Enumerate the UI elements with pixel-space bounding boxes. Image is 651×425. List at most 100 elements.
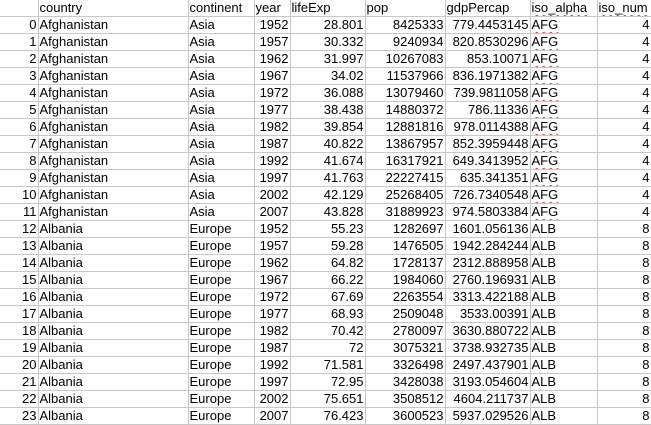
cell-continent[interactable]: Europe (188, 356, 255, 374)
cell-index[interactable]: 3 (0, 67, 39, 85)
cell-iso-alpha[interactable]: ALB (530, 254, 598, 272)
cell-pop[interactable]: 8425333 (365, 16, 446, 34)
cell-country[interactable]: Afghanistan (38, 16, 189, 34)
cell-iso-alpha[interactable]: AFG (530, 135, 598, 153)
cell-year[interactable]: 1962 (254, 50, 291, 68)
cell-gdppercap[interactable]: 3533.00391 (445, 305, 531, 323)
cell-country[interactable]: Afghanistan (38, 33, 189, 51)
cell-pop[interactable]: 1282697 (365, 220, 446, 238)
cell-continent[interactable]: Asia (188, 84, 255, 102)
cell-index[interactable]: 4 (0, 84, 39, 102)
cell-gdppercap[interactable]: 974.5803384 (445, 203, 531, 221)
cell-gdppercap[interactable]: 649.3413952 (445, 152, 531, 170)
header-cell-country[interactable]: country (38, 0, 189, 17)
cell-lifeexp[interactable]: 59.28 (290, 237, 366, 255)
cell-iso-alpha[interactable]: ALB (530, 288, 598, 306)
cell-index[interactable]: 19 (0, 339, 39, 357)
cell-pop[interactable]: 1984060 (365, 271, 446, 289)
cell-index[interactable]: 18 (0, 322, 39, 340)
header-cell-continent[interactable]: continent (188, 0, 255, 17)
cell-year[interactable]: 1967 (254, 67, 291, 85)
cell-index[interactable]: 16 (0, 288, 39, 306)
cell-index[interactable]: 2 (0, 50, 39, 68)
cell-index[interactable]: 5 (0, 101, 39, 119)
cell-continent[interactable]: Asia (188, 118, 255, 136)
cell-year[interactable]: 2002 (254, 186, 291, 204)
cell-iso-alpha[interactable]: AFG (530, 203, 598, 221)
cell-continent[interactable]: Asia (188, 101, 255, 119)
cell-lifeexp[interactable]: 64.82 (290, 254, 366, 272)
cell-continent[interactable]: Europe (188, 271, 255, 289)
header-cell-iso-num[interactable]: iso_num (597, 0, 651, 17)
cell-continent[interactable]: Asia (188, 169, 255, 187)
cell-lifeexp[interactable]: 39.854 (290, 118, 366, 136)
cell-year[interactable]: 1997 (254, 373, 291, 391)
cell-iso-num[interactable]: 8 (597, 322, 651, 340)
cell-country[interactable]: Albania (38, 373, 189, 391)
cell-iso-num[interactable]: 4 (597, 67, 651, 85)
cell-year[interactable]: 1977 (254, 101, 291, 119)
cell-lifeexp[interactable]: 66.22 (290, 271, 366, 289)
cell-year[interactable]: 1977 (254, 305, 291, 323)
cell-index[interactable]: 22 (0, 390, 39, 408)
cell-country[interactable]: Albania (38, 322, 189, 340)
cell-iso-alpha[interactable]: ALB (530, 271, 598, 289)
cell-country[interactable]: Albania (38, 237, 189, 255)
cell-year[interactable]: 1987 (254, 339, 291, 357)
cell-year[interactable]: 2002 (254, 390, 291, 408)
cell-lifeexp[interactable]: 38.438 (290, 101, 366, 119)
cell-continent[interactable]: Asia (188, 135, 255, 153)
cell-continent[interactable]: Asia (188, 50, 255, 68)
cell-index[interactable]: 17 (0, 305, 39, 323)
cell-lifeexp[interactable]: 43.828 (290, 203, 366, 221)
cell-gdppercap[interactable]: 2497.437901 (445, 356, 531, 374)
cell-country[interactable]: Albania (38, 288, 189, 306)
cell-gdppercap[interactable]: 852.3959448 (445, 135, 531, 153)
cell-year[interactable]: 1952 (254, 16, 291, 34)
cell-lifeexp[interactable]: 72.95 (290, 373, 366, 391)
cell-continent[interactable]: Europe (188, 373, 255, 391)
cell-iso-num[interactable]: 8 (597, 390, 651, 408)
cell-country[interactable]: Albania (38, 339, 189, 357)
cell-country[interactable]: Albania (38, 254, 189, 272)
cell-gdppercap[interactable]: 786.11336 (445, 101, 531, 119)
cell-country[interactable]: Afghanistan (38, 118, 189, 136)
header-cell-gdppercap[interactable]: gdpPercap (445, 0, 531, 17)
cell-lifeexp[interactable]: 70.42 (290, 322, 366, 340)
cell-pop[interactable]: 10267083 (365, 50, 446, 68)
cell-index[interactable]: 14 (0, 254, 39, 272)
cell-year[interactable]: 1957 (254, 237, 291, 255)
cell-iso-num[interactable]: 4 (597, 33, 651, 51)
cell-year[interactable]: 1967 (254, 271, 291, 289)
cell-country[interactable]: Albania (38, 220, 189, 238)
cell-gdppercap[interactable]: 853.10071 (445, 50, 531, 68)
cell-index[interactable]: 20 (0, 356, 39, 374)
cell-country[interactable]: Afghanistan (38, 50, 189, 68)
cell-country[interactable]: Afghanistan (38, 135, 189, 153)
cell-pop[interactable]: 14880372 (365, 101, 446, 119)
cell-country[interactable]: Albania (38, 271, 189, 289)
cell-year[interactable]: 1982 (254, 118, 291, 136)
cell-index[interactable]: 11 (0, 203, 39, 221)
cell-year[interactable]: 1987 (254, 135, 291, 153)
cell-year[interactable]: 1982 (254, 322, 291, 340)
cell-iso-alpha[interactable]: AFG (530, 169, 598, 187)
cell-iso-alpha[interactable]: ALB (530, 339, 598, 357)
cell-iso-num[interactable]: 4 (597, 84, 651, 102)
cell-lifeexp[interactable]: 31.997 (290, 50, 366, 68)
cell-continent[interactable]: Asia (188, 16, 255, 34)
cell-lifeexp[interactable]: 41.763 (290, 169, 366, 187)
cell-pop[interactable]: 3075321 (365, 339, 446, 357)
cell-iso-alpha[interactable]: AFG (530, 84, 598, 102)
cell-pop[interactable]: 31889923 (365, 203, 446, 221)
cell-iso-num[interactable]: 8 (597, 254, 651, 272)
cell-country[interactable]: Afghanistan (38, 84, 189, 102)
cell-pop[interactable]: 25268405 (365, 186, 446, 204)
header-cell-year[interactable]: year (254, 0, 291, 17)
cell-lifeexp[interactable]: 30.332 (290, 33, 366, 51)
cell-pop[interactable]: 2263554 (365, 288, 446, 306)
cell-continent[interactable]: Europe (188, 322, 255, 340)
cell-iso-alpha[interactable]: ALB (530, 322, 598, 340)
cell-iso-num[interactable]: 8 (597, 305, 651, 323)
cell-year[interactable]: 1972 (254, 288, 291, 306)
